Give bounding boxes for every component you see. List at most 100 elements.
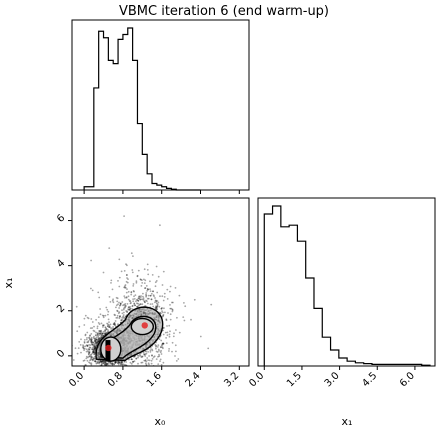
joint-sample-point — [161, 307, 163, 309]
joint-sample-point — [122, 364, 124, 366]
joint-sample-point — [159, 224, 161, 226]
x1-hist-tick-label: 6.0 — [398, 370, 417, 389]
joint-sample-point — [147, 396, 149, 398]
joint-sample-point — [100, 313, 102, 315]
joint-sample-point — [129, 300, 131, 302]
joint-sample-point — [92, 351, 94, 353]
joint-sample-point — [122, 371, 124, 373]
joint-sample-point — [133, 366, 135, 368]
joint-sample-point — [137, 370, 139, 372]
joint-sample-point — [75, 347, 77, 349]
joint-sample-point — [144, 268, 146, 270]
joint-sample-point — [139, 299, 141, 301]
joint-sample-point — [126, 288, 128, 290]
joint-sample-point — [172, 309, 174, 311]
joint-highlight-point — [142, 322, 148, 328]
joint-sample-point — [91, 342, 93, 344]
joint-sample-point — [112, 298, 114, 300]
joint-sample-point — [141, 282, 143, 284]
joint-sample-point — [149, 288, 151, 290]
joint-sample-point — [87, 345, 89, 347]
joint-sample-point — [197, 370, 199, 372]
joint-sample-point — [63, 346, 65, 348]
joint-sample-point — [161, 310, 163, 312]
joint-sample-point — [138, 410, 140, 412]
joint-sample-point — [164, 296, 166, 298]
joint-sample-point — [137, 275, 139, 277]
joint-sample-point — [90, 347, 92, 349]
joint-sample-point — [128, 295, 130, 297]
joint-sample-point — [83, 346, 85, 348]
joint-sample-point — [112, 326, 114, 328]
joint-sample-point — [119, 315, 121, 317]
joint-sample-point — [151, 355, 153, 357]
joint-sample-point — [173, 332, 175, 334]
joint-sample-point — [89, 338, 91, 340]
joint-sample-point — [141, 303, 143, 305]
joint-sample-point — [110, 282, 112, 284]
joint-sample-point — [152, 303, 154, 305]
joint-sample-point — [90, 344, 92, 346]
joint-sample-point — [99, 361, 101, 363]
histogram-x1-panel: 0.0 1.5 3.0 4.5 6.0 — [247, 198, 435, 389]
joint-sample-point — [147, 359, 149, 361]
joint-sample-point — [158, 349, 160, 351]
x1-hist-tick-label: 1.5 — [285, 370, 304, 389]
joint-sample-point — [129, 306, 131, 308]
joint-sample-point — [143, 352, 145, 354]
joint-sample-point — [148, 355, 150, 357]
joint-sample-point — [97, 292, 99, 294]
joint-sample-point — [153, 365, 155, 367]
chart-title: VBMC iteration 6 (end warm-up) — [72, 4, 376, 19]
joint-sample-point — [166, 342, 168, 344]
joint-sample-point — [154, 297, 156, 299]
joint-sample-point — [152, 274, 154, 276]
joint-sample-point — [170, 313, 172, 315]
joint-sample-point — [98, 316, 100, 318]
joint-sample-point — [132, 272, 134, 274]
joint-sample-point — [157, 356, 159, 358]
joint-sample-point — [92, 321, 94, 323]
joint-sample-point — [77, 353, 79, 355]
joint-sample-point — [110, 328, 112, 330]
joint-sample-point — [111, 367, 113, 369]
joint-sample-point — [157, 344, 159, 346]
joint-sample-point — [143, 297, 145, 299]
joint-sample-point — [163, 307, 165, 309]
joint-sample-point — [165, 318, 167, 320]
joint-sample-point — [207, 348, 209, 350]
joint-sample-point — [143, 430, 145, 432]
joint-sample-point — [98, 297, 100, 299]
joint-sample-point — [127, 303, 129, 305]
joint-sample-point — [132, 368, 134, 370]
joint-x-tick-label: 0.0 — [67, 370, 86, 389]
joint-sample-point — [130, 381, 132, 383]
joint-sample-point — [134, 298, 136, 300]
joint-sample-point — [93, 336, 95, 338]
joint-sample-point — [138, 270, 140, 272]
joint-sample-point — [98, 322, 100, 324]
joint-sample-point — [151, 363, 153, 365]
joint-sample-point — [86, 348, 88, 350]
joint-sample-point — [119, 277, 121, 279]
joint-sample-point — [183, 302, 185, 304]
joint-sample-point — [117, 297, 119, 299]
joint-sample-point — [112, 289, 114, 291]
joint-sample-point — [167, 332, 169, 334]
joint-sample-point — [109, 370, 111, 372]
joint-sample-point — [62, 345, 64, 347]
joint-sample-point — [110, 324, 112, 326]
joint-sample-point — [145, 296, 147, 298]
joint-sample-point — [147, 289, 149, 291]
joint-sample-point — [151, 368, 153, 370]
joint-sample-point — [170, 319, 172, 321]
joint-sample-point — [124, 270, 126, 272]
joint-sample-point — [105, 307, 107, 309]
joint-sample-point — [176, 317, 178, 319]
joint-sample-point — [106, 365, 108, 367]
joint-sample-point — [89, 359, 91, 361]
joint-sample-point — [169, 336, 171, 338]
histogram-x0-panel — [72, 20, 249, 194]
joint-x-tick-label: 1.6 — [145, 370, 164, 389]
joint-sample-point — [124, 371, 126, 373]
